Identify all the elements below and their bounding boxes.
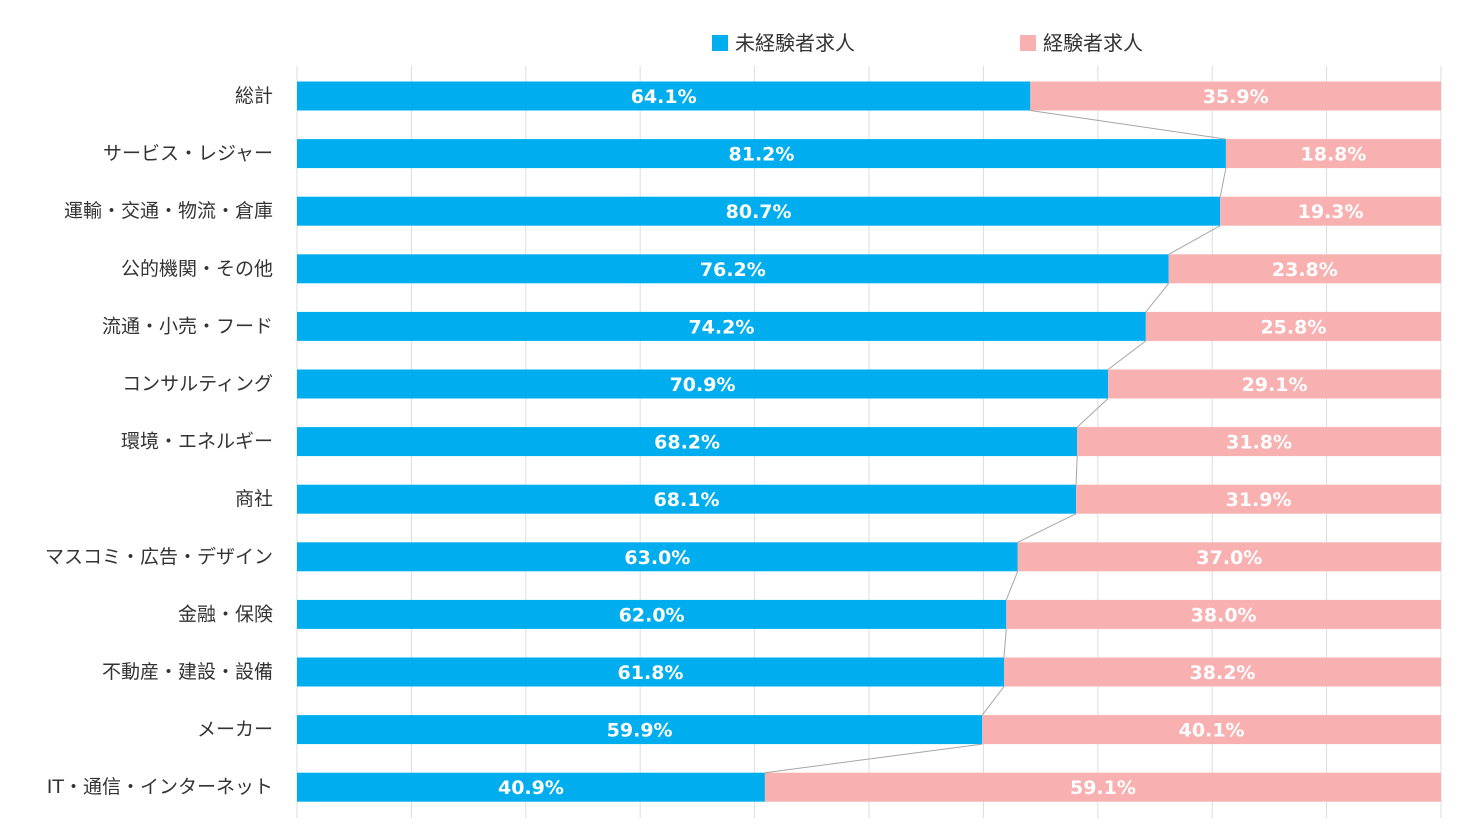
data-label-6-series-0: 68.2%	[654, 432, 720, 454]
bar-7-series-0	[297, 484, 1077, 514]
series-line-9	[1003, 628, 1007, 658]
data-label-7-series-1: 31.9%	[1226, 489, 1292, 511]
bar-11-series-1	[982, 715, 1441, 745]
bar-9-series-0	[297, 599, 1007, 629]
category-label-7: 商社	[235, 488, 273, 510]
category-label-8: マスコミ・広告・デザイン	[45, 546, 273, 568]
bar-10-series-1	[1003, 657, 1441, 687]
series-line-0	[1030, 110, 1227, 140]
data-label-2-series-1: 19.3%	[1298, 201, 1364, 223]
series-line-5	[1076, 398, 1109, 428]
legend-label-0: 未経験者求人	[735, 31, 855, 55]
data-label-3-series-1: 23.8%	[1272, 259, 1338, 281]
category-label-3: 公的機関・その他	[121, 258, 273, 280]
series-line-4	[1107, 340, 1147, 370]
data-label-9-series-1: 38.0%	[1191, 604, 1257, 626]
series-line-7	[1017, 513, 1077, 543]
bar-3-series-0	[297, 254, 1169, 284]
series-line-8	[1005, 571, 1019, 601]
data-label-11-series-0: 59.9%	[607, 720, 673, 742]
bar-12-series-1	[764, 772, 1441, 802]
legend-label-1: 経験者求人	[1043, 31, 1143, 55]
data-label-6-series-1: 31.8%	[1226, 432, 1292, 454]
data-label-12-series-0: 40.9%	[498, 777, 564, 799]
series-line-10	[981, 686, 1005, 716]
series-line-11	[764, 743, 983, 774]
category-label-2: 運輸・交通・物流・倉庫	[64, 200, 273, 222]
bar-2-series-0	[297, 196, 1221, 226]
bar-8-series-1	[1017, 542, 1441, 572]
data-label-5-series-0: 70.9%	[670, 374, 736, 396]
bar-0-series-1	[1030, 81, 1441, 111]
data-label-7-series-0: 68.1%	[654, 489, 720, 511]
data-label-4-series-0: 74.2%	[688, 316, 754, 338]
bar-2-series-1	[1220, 196, 1441, 226]
bar-6-series-0	[297, 427, 1078, 457]
data-label-4-series-1: 25.8%	[1260, 316, 1326, 338]
category-label-10: 不動産・建設・設備	[102, 661, 273, 683]
series-line-2	[1168, 225, 1221, 255]
bar-4-series-1	[1145, 311, 1441, 341]
bar-6-series-1	[1077, 427, 1441, 457]
series-lines	[764, 110, 1227, 774]
bars	[297, 81, 1441, 802]
data-label-10-series-0: 61.8%	[618, 662, 684, 684]
data-label-2-series-0: 80.7%	[726, 201, 792, 223]
bar-8-series-0	[297, 542, 1018, 572]
bar-12-series-0	[297, 772, 765, 802]
data-label-3-series-0: 76.2%	[700, 259, 766, 281]
series-line-1	[1219, 168, 1227, 197]
category-label-5: コンサルティング	[122, 373, 273, 395]
data-label-12-series-1: 59.1%	[1070, 777, 1136, 799]
legend-swatch-1	[1020, 35, 1036, 51]
bar-0-series-0	[297, 81, 1031, 111]
bar-5-series-1	[1108, 369, 1441, 399]
data-label-1-series-0: 81.2%	[729, 144, 795, 166]
data-label-9-series-0: 62.0%	[619, 604, 685, 626]
bar-3-series-1	[1168, 254, 1441, 284]
category-label-6: 環境・エネルギー	[121, 431, 273, 453]
bar-1-series-0	[297, 139, 1226, 169]
bar-11-series-0	[297, 715, 983, 745]
bar-1-series-1	[1225, 139, 1441, 169]
data-label-8-series-0: 63.0%	[624, 547, 690, 569]
category-label-9: 金融・保険	[178, 603, 273, 625]
bar-5-series-0	[297, 369, 1109, 399]
data-label-8-series-1: 37.0%	[1196, 547, 1262, 569]
category-label-1: サービス・レジャー	[103, 143, 273, 165]
data-labels: 64.1% 35.9% 81.2% 18.8% 80.7% 19.3% 76.2% 23.8%…	[498, 86, 1366, 799]
bar-7-series-1	[1076, 484, 1441, 514]
bar-9-series-1	[1006, 599, 1441, 629]
legend: 未経験者求人 経験者求人	[712, 31, 1143, 55]
data-label-10-series-1: 38.2%	[1190, 662, 1256, 684]
category-label-4: 流通・小売・フード	[102, 315, 273, 337]
data-label-0-series-0: 64.1%	[631, 86, 697, 108]
category-label-0: 総計	[235, 85, 273, 107]
category-labels: 総計サービス・レジャー運輸・交通・物流・倉庫公的機関・その他流通・小売・フードコ…	[45, 85, 273, 798]
category-label-11: メーカー	[197, 719, 273, 741]
series-line-6	[1075, 456, 1078, 485]
data-label-0-series-1: 35.9%	[1203, 86, 1269, 108]
category-label-12: IT・通信・インターネット	[47, 776, 273, 798]
bar-10-series-0	[297, 657, 1004, 687]
legend-swatch-0	[712, 35, 728, 51]
data-label-11-series-1: 40.1%	[1179, 720, 1245, 742]
series-line-3	[1145, 282, 1170, 313]
data-label-1-series-1: 18.8%	[1301, 144, 1367, 166]
bar-4-series-0	[297, 311, 1146, 341]
data-label-5-series-1: 29.1%	[1242, 374, 1308, 396]
